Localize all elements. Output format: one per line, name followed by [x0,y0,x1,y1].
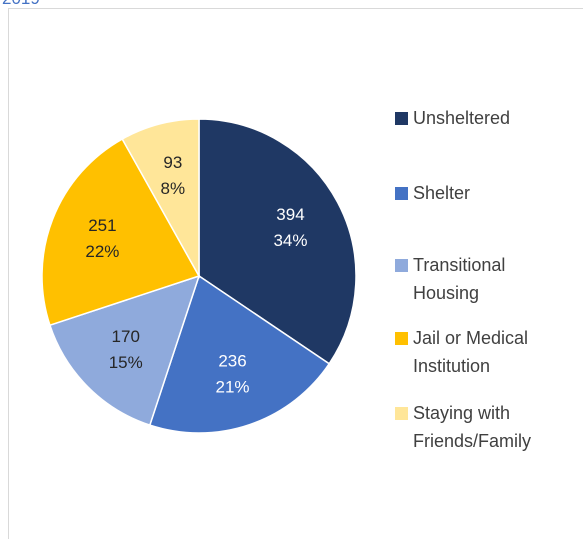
legend-swatch [395,407,408,420]
legend-item: Jail or Medical Institution [395,324,545,380]
legend-label: Jail or Medical Institution [413,328,529,376]
pie-slice [41,138,201,327]
slice-value-label: 251 [88,216,116,235]
legend-item: Shelter [395,179,545,207]
slice-percent-label: 15% [109,353,143,372]
pie-slice [198,118,357,365]
pie-slice [121,118,200,279]
legend-item: Staying with Friends/Family [395,399,545,455]
chart-title: 2019 [2,0,40,9]
slice-percent-label: 21% [216,378,250,397]
slice-value-label: 236 [218,352,246,371]
chart-frame [8,8,583,539]
slice-percent-label: 22% [85,242,119,261]
legend-item: Unsheltered [395,104,545,132]
legend-swatch [395,187,408,200]
legend-item: Transitional Housing [395,251,545,307]
legend-swatch [395,332,408,345]
legend-swatch [395,259,408,272]
pie-slice [148,274,331,434]
slice-percent-label: 34% [273,231,307,250]
slice-percent-label: 8% [161,179,186,198]
legend-label: Transitional Housing [413,255,506,303]
slice-value-label: 394 [276,205,304,224]
legend-label: Staying with Friends/Family [413,403,532,451]
legend-label: Unsheltered [413,108,511,128]
slice-value-label: 93 [163,153,182,172]
legend-label: Shelter [413,183,471,203]
legend-swatch [395,112,408,125]
slice-value-label: 170 [112,327,140,346]
